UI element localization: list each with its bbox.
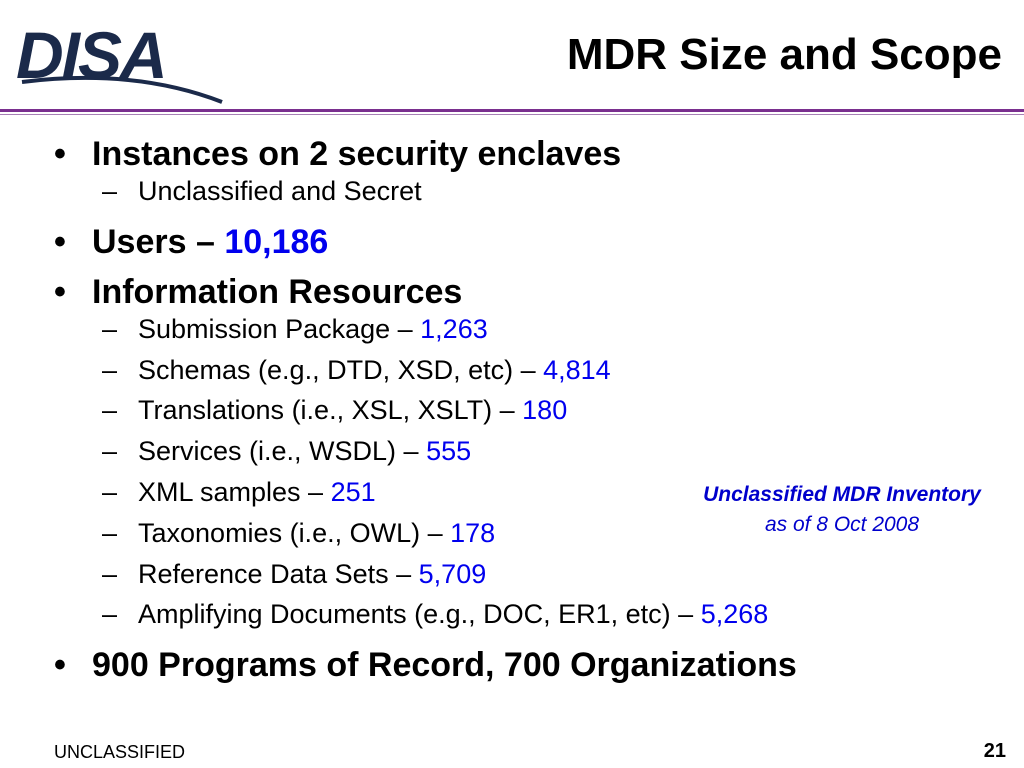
sub-bullet-dash: –	[102, 313, 118, 344]
sub-bullet-value: 180	[522, 395, 568, 426]
sub-bullet-dash: –	[102, 599, 118, 630]
sub-bullet-value: 5,268	[700, 599, 769, 630]
sub-bullet-dash: –	[102, 436, 118, 467]
bullet-dot: •	[54, 646, 66, 685]
sub-bullet-item: – Taxonomies (i.e., OWL) – 178	[54, 513, 1014, 554]
logo-swoosh	[21, 75, 223, 104]
sub-bullet-text: Submission Package –	[138, 313, 421, 344]
sub-bullet-dash: –	[102, 354, 118, 385]
bullet-dot: •	[54, 272, 66, 311]
sub-bullet-text: Amplifying Documents (e.g., DOC, ER1, et…	[138, 599, 701, 630]
sub-bullet-dash: –	[102, 517, 118, 548]
inventory-note-date: as of 8 Oct 2008	[764, 513, 920, 536]
sub-bullet-text: Translations (i.e., XSL, XSLT) –	[138, 395, 523, 426]
sub-bullet-text: Schemas (e.g., DTD, XSD, etc) –	[138, 354, 544, 385]
title-rule-thin	[0, 114, 1024, 115]
title-rule	[0, 109, 1024, 112]
bullet-dot: •	[54, 135, 66, 173]
bullet-item: • 900 Programs of Record, 700 Organizatio…	[54, 645, 1014, 685]
sub-bullet-value: 555	[426, 436, 472, 467]
sub-bullet-text: Reference Data Sets –	[138, 558, 419, 589]
classification-label: UNCLASSIFIED	[54, 742, 186, 762]
sub-bullet-value: 4,814	[543, 354, 611, 385]
disa-logo: DISA	[16, 18, 223, 104]
sub-bullet-text: XML samples –	[138, 476, 331, 507]
sub-bullet-value: 251	[330, 476, 376, 507]
sub-bullet-item: – Services (i.e., WSDL) – 555	[54, 431, 1014, 472]
sub-bullet-item: – Unclassified and Secret	[54, 171, 1014, 212]
sub-bullet-text: Unclassified and Secret	[138, 176, 422, 206]
sub-bullet-dash: –	[102, 176, 118, 206]
bullet-item: • Users – 10,186	[54, 222, 1014, 262]
bullet-item: • Instances on 2 security enclaves	[54, 134, 1014, 174]
sub-bullet-item: – Amplifying Documents (e.g., DOC, ER1, e…	[54, 594, 1014, 635]
sub-bullet-value: 178	[450, 517, 496, 548]
sub-bullet-text: Taxonomies (i.e., OWL) –	[138, 517, 451, 548]
inventory-note-title: Unclassified MDR Inventory	[703, 483, 981, 506]
inventory-note: Unclassified MDR Inventory as of 8 Oct 2…	[662, 480, 1022, 540]
page-number: 21	[983, 740, 1006, 762]
bullet-value: 10,186	[224, 222, 329, 261]
bullet-text: Users –	[92, 222, 225, 261]
bullet-text: 900 Programs of Record, 700 Organization…	[92, 646, 797, 685]
sub-bullet-dash: –	[102, 395, 118, 426]
sub-bullet-item: – Reference Data Sets – 5,709	[54, 554, 1014, 595]
bullet-text: Information Resources	[92, 272, 463, 311]
sub-bullet-item: – Schemas (e.g., DTD, XSD, etc) – 4,814	[54, 350, 1014, 391]
sub-bullet-value: 5,709	[418, 558, 487, 589]
sub-bullet-item: – Translations (i.e., XSL, XSLT) – 180	[54, 390, 1014, 431]
sub-bullet-item: – Submission Package – 1,263	[54, 309, 1014, 350]
slide-title: MDR Size and Scope	[566, 30, 1002, 79]
bullet-text: Instances on 2 security enclaves	[92, 135, 622, 173]
bullet-list: • Instances on 2 security enclaves – Unclas…	[54, 134, 1014, 685]
sub-bullet-text: Services (i.e., WSDL) –	[138, 436, 427, 467]
sub-bullet-value: 1,263	[420, 313, 488, 344]
sub-bullet-dash: –	[102, 476, 118, 507]
bullet-dot: •	[54, 222, 66, 261]
sub-bullet-item: – XML samples – 251	[54, 472, 1014, 513]
bullet-item: • Information Resources	[54, 272, 1014, 312]
sub-bullet-dash: –	[102, 558, 118, 589]
